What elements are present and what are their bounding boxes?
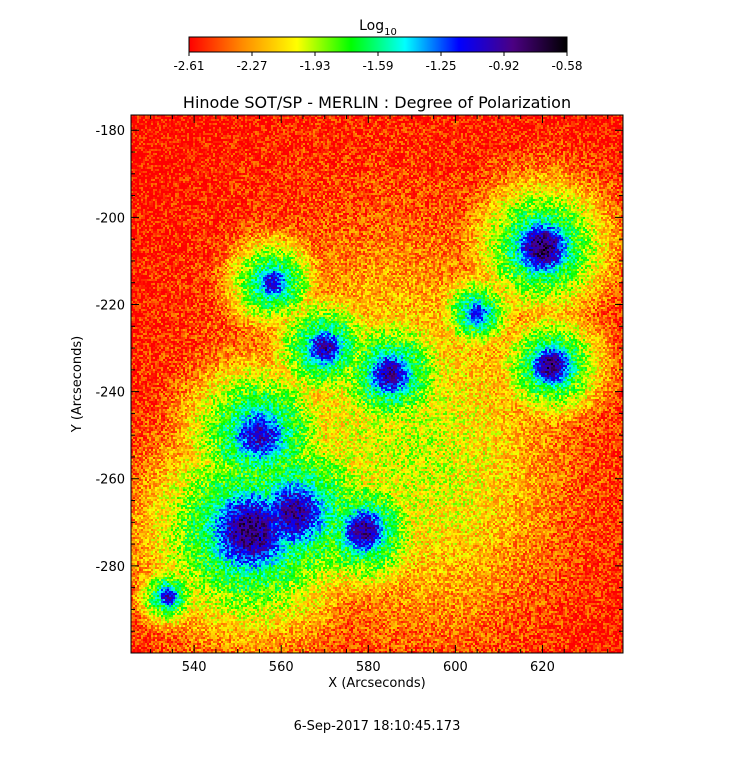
colorbar: Log10 -2.61 -2.27 -1.93 -1.59 -1.25 -0.92 -0.5… (173, 18, 582, 73)
colorbar-tick-label: -2.27 (236, 59, 267, 73)
y-tick-label: -220 (95, 298, 125, 313)
colorbar-tick-label: -1.25 (425, 59, 456, 73)
y-tick-label: -280 (95, 560, 125, 575)
colorbar-tick-label: -1.93 (299, 59, 330, 73)
y-axis-label: Y (Arcseconds) (70, 336, 85, 433)
y-tick-label: -240 (95, 386, 125, 401)
x-tick-label: 620 (530, 660, 555, 675)
colorbar-tick-label: -2.61 (173, 59, 204, 73)
x-tick-label: 580 (356, 660, 381, 675)
plot-frame (130, 114, 624, 654)
colorbar-label-sub: 10 (384, 27, 397, 38)
x-axis: 540 560 580 600 620 (150, 115, 609, 675)
colorbar-tick-label: -0.92 (488, 59, 519, 73)
timestamp: 6-Sep-2017 18:10:45.173 (294, 719, 461, 734)
colorbar-tick-label: -1.59 (362, 59, 393, 73)
colorbar-tick-label: -0.58 (551, 59, 582, 73)
heatmap-canvas (131, 115, 623, 653)
y-tick-label: -260 (95, 473, 125, 488)
colorbar-label: Log10 (359, 18, 397, 38)
y-tick-label: -180 (95, 124, 125, 139)
colorbar-gradient (188, 36, 568, 53)
chart-title: Hinode SOT/SP - MERLIN : Degree of Polar… (183, 93, 571, 112)
colorbar-ticks: -2.61 -2.27 -1.93 -1.59 -1.25 -0.92 -0.58 (173, 52, 583, 73)
x-tick-label: 560 (269, 660, 294, 675)
heatmap-image (131, 115, 623, 653)
x-axis-label: X (Arcseconds) (328, 676, 425, 691)
y-tick-label: -200 (95, 211, 125, 226)
x-tick-label: 540 (182, 660, 207, 675)
x-tick-label: 600 (443, 660, 468, 675)
colorbar-label-base: Log (359, 18, 384, 34)
y-axis: -280 -260 -240 -220 -200 -180 (95, 124, 623, 632)
